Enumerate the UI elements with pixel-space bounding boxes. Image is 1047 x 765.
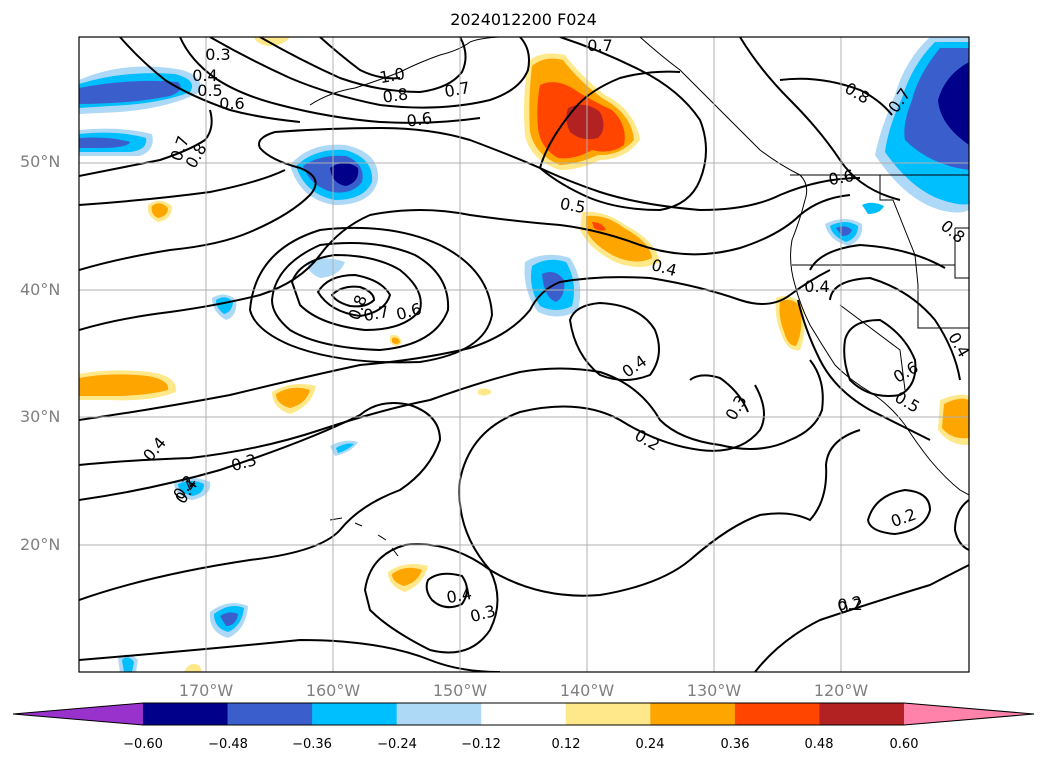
- contour-lines: [79, 37, 969, 672]
- colorbar-tick: −0.24: [377, 737, 417, 752]
- lat-label-20n: 20°N: [20, 535, 61, 554]
- contour-label: 0.4: [445, 584, 473, 607]
- contour-label: 0.6: [405, 108, 433, 130]
- colorbar-max-extend: [904, 703, 1034, 725]
- lat-label-50n: 50°N: [20, 152, 61, 171]
- plot-frame: [78, 36, 970, 673]
- lon-label-140w: 140°W: [559, 681, 615, 700]
- lon-label-120w: 120°W: [813, 681, 869, 700]
- contour-label: 0.8: [381, 84, 409, 106]
- colorbar-bin: [650, 703, 736, 725]
- colorbar-tick: −0.12: [461, 737, 501, 752]
- colorbar-bin: [227, 703, 313, 725]
- colorbar-bin: [312, 703, 398, 725]
- lon-label-150w: 150°W: [432, 681, 488, 700]
- lon-label-170w: 170°W: [178, 681, 234, 700]
- contour-label: 0.6: [827, 166, 855, 189]
- lat-label-30n: 30°N: [20, 407, 61, 426]
- lon-label-160w: 160°W: [305, 681, 361, 700]
- colorbar-tick: 0.12: [551, 737, 581, 752]
- colorbar-bin: [734, 703, 820, 725]
- colorbar-bin: [565, 703, 651, 725]
- colorbar-bin: [143, 703, 229, 725]
- graticule: [79, 37, 969, 672]
- lat-label-40n: 40°N: [20, 280, 61, 299]
- colorbar-bin: [396, 703, 482, 725]
- colorbar-bin: [481, 703, 567, 725]
- filled-anomalies: [79, 37, 969, 672]
- colorbar-tick: −0.36: [292, 737, 332, 752]
- contour-label: 0.7: [362, 302, 390, 325]
- colorbar-bin: [819, 703, 905, 725]
- colorbar-tick: −0.60: [123, 737, 163, 752]
- colorbar-tick: 0.60: [889, 737, 919, 752]
- colorbar: [12, 702, 1035, 726]
- coastlines: [309, 37, 969, 557]
- plot-area: [79, 37, 969, 672]
- colorbar-tick: 0.48: [804, 737, 834, 752]
- contour-label: 0.4: [804, 277, 829, 296]
- contour-label: 0.5: [559, 194, 587, 217]
- map-title: 2024012200 F024: [450, 10, 597, 29]
- contour-label: 0.4: [192, 66, 217, 85]
- colorbar-tick: −0.48: [208, 737, 248, 752]
- lon-label-130w: 130°W: [686, 681, 742, 700]
- contour-label: 0.7: [443, 78, 471, 101]
- contour-label: 0.3: [205, 45, 230, 64]
- contour-label: 1.0: [378, 64, 406, 87]
- colorbar-min-extend: [13, 703, 143, 725]
- contour-label: 0.5: [197, 81, 222, 100]
- contour-label: 0.6: [219, 94, 244, 113]
- contour-label: 0.2: [837, 595, 862, 614]
- contour-label: 0.7: [587, 36, 612, 55]
- colorbar-tick: 0.36: [720, 737, 750, 752]
- colorbar-tick: 0.24: [635, 737, 665, 752]
